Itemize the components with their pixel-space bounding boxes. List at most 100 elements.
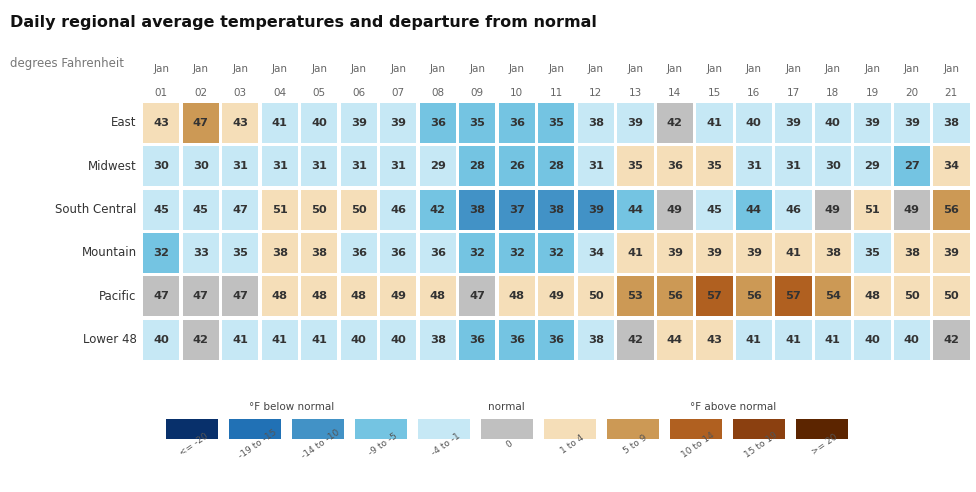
Text: 31: 31 [311, 161, 327, 171]
Bar [223, 320, 259, 360]
Text: Jan: Jan [825, 64, 841, 74]
Text: 34: 34 [944, 161, 959, 171]
Text: 36: 36 [390, 248, 406, 258]
Text: 08: 08 [431, 89, 444, 98]
Bar [143, 103, 180, 143]
Bar [418, 419, 469, 439]
Bar [578, 233, 614, 273]
Text: 20: 20 [906, 89, 918, 98]
Text: 38: 38 [588, 118, 604, 127]
Text: 5 to 9: 5 to 9 [622, 433, 649, 456]
Bar [499, 233, 535, 273]
Bar [657, 277, 693, 316]
Bar [933, 189, 969, 229]
Text: 42: 42 [628, 335, 643, 345]
Bar [420, 146, 456, 186]
Text: 40: 40 [311, 118, 327, 127]
Bar [657, 189, 693, 229]
Text: 56: 56 [667, 291, 683, 302]
Bar [578, 320, 614, 360]
Bar [459, 146, 496, 186]
Text: 35: 35 [707, 161, 722, 171]
Text: Jan: Jan [865, 64, 880, 74]
Bar [657, 103, 693, 143]
Bar [617, 233, 654, 273]
Text: 31: 31 [786, 161, 801, 171]
Bar [420, 189, 456, 229]
Text: 46: 46 [786, 205, 801, 215]
Text: 15 to 19: 15 to 19 [743, 430, 780, 459]
Bar [341, 277, 377, 316]
Text: 39: 39 [865, 118, 880, 127]
Text: >= 20: >= 20 [810, 432, 839, 457]
Text: Jan: Jan [390, 64, 406, 74]
Text: 05: 05 [312, 89, 326, 98]
Bar [538, 146, 575, 186]
Bar [733, 419, 785, 439]
Bar [262, 277, 298, 316]
Bar [617, 277, 654, 316]
Text: 41: 41 [707, 118, 722, 127]
Bar [815, 189, 851, 229]
Bar [696, 233, 733, 273]
Bar [617, 103, 654, 143]
Text: 50: 50 [311, 205, 327, 215]
Text: 34: 34 [588, 248, 604, 258]
Bar [538, 320, 575, 360]
Bar [183, 320, 219, 360]
Bar [894, 103, 930, 143]
Text: 41: 41 [825, 335, 840, 345]
Text: 32: 32 [508, 248, 525, 258]
Bar [380, 277, 417, 316]
Text: Mountain: Mountain [82, 246, 137, 259]
Bar [736, 189, 772, 229]
Text: 48: 48 [311, 291, 327, 302]
Text: Jan: Jan [667, 64, 683, 74]
Bar [736, 320, 772, 360]
Text: 35: 35 [232, 248, 248, 258]
Text: 48: 48 [271, 291, 288, 302]
Text: 45: 45 [153, 205, 169, 215]
Text: 39: 39 [667, 248, 683, 258]
Text: 38: 38 [311, 248, 327, 258]
Bar [380, 189, 417, 229]
Text: 49: 49 [549, 291, 564, 302]
Bar [815, 103, 851, 143]
Text: 03: 03 [233, 89, 247, 98]
Bar [499, 277, 535, 316]
Text: 50: 50 [904, 291, 919, 302]
Bar [617, 320, 654, 360]
Text: Jan: Jan [350, 64, 367, 74]
Bar [578, 189, 614, 229]
Text: 48: 48 [865, 291, 880, 302]
Bar [538, 277, 575, 316]
Text: 36: 36 [508, 335, 525, 345]
Bar [223, 146, 259, 186]
Bar [815, 320, 851, 360]
Text: 35: 35 [628, 161, 643, 171]
Text: 36: 36 [549, 335, 564, 345]
Bar [380, 146, 417, 186]
Text: 36: 36 [508, 118, 525, 127]
Text: Jan: Jan [628, 64, 643, 74]
Text: Jan: Jan [193, 64, 209, 74]
Text: 13: 13 [629, 89, 642, 98]
Text: 12: 12 [590, 89, 602, 98]
Text: 50: 50 [944, 291, 959, 302]
Text: 28: 28 [469, 161, 485, 171]
Bar [420, 233, 456, 273]
Text: 41: 41 [232, 335, 248, 345]
Text: 32: 32 [469, 248, 485, 258]
Text: degrees Fahrenheit: degrees Fahrenheit [10, 57, 124, 69]
Text: 0: 0 [505, 439, 514, 450]
Text: 47: 47 [153, 291, 169, 302]
Text: 19: 19 [866, 89, 879, 98]
Bar [459, 320, 496, 360]
Text: 49: 49 [825, 205, 841, 215]
Text: 04: 04 [273, 89, 286, 98]
Bar [854, 189, 890, 229]
Text: 16: 16 [748, 89, 760, 98]
Text: Jan: Jan [232, 64, 248, 74]
Text: 41: 41 [272, 118, 288, 127]
Text: 39: 39 [390, 118, 406, 127]
